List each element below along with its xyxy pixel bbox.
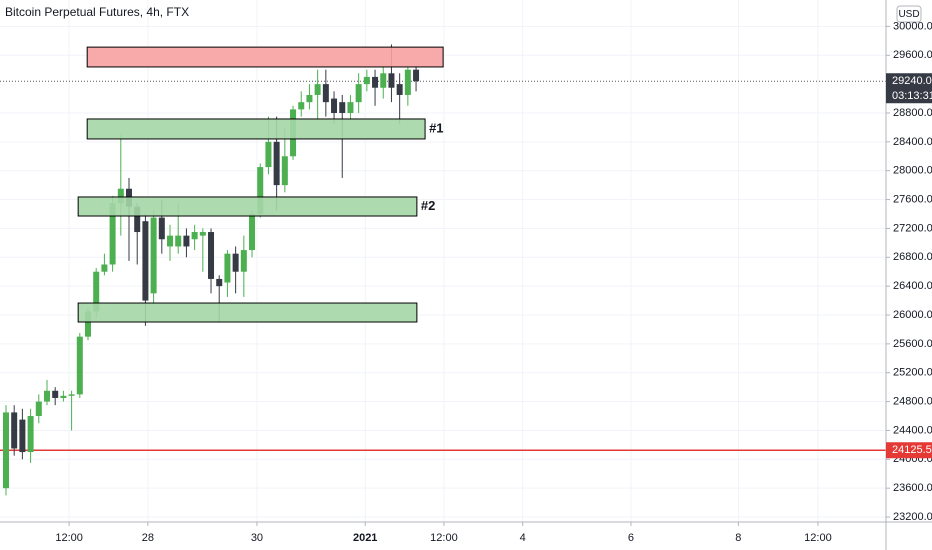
x-tick-label: 28 [142, 532, 154, 544]
x-tick-label: 30 [251, 532, 263, 544]
level-label: 24125.5 [892, 444, 932, 456]
candle-body [216, 278, 223, 287]
chart-title: Bitcoin Perpetual Futures, 4h, FTX [5, 5, 189, 19]
candle-body [117, 188, 124, 204]
candle-body [224, 253, 231, 283]
candle-body [68, 394, 75, 396]
candle-body [380, 73, 387, 88]
candle-body [109, 203, 116, 265]
candle-body [27, 416, 34, 453]
zone [86, 118, 426, 140]
candle-body [249, 213, 256, 251]
candle-body [76, 336, 83, 395]
candle-body [273, 141, 280, 186]
x-tick-label: 2021 [353, 532, 377, 544]
candle-body [355, 84, 362, 103]
y-tick-label: 26000.0 [893, 309, 932, 321]
y-tick-label: 23200.0 [893, 511, 932, 523]
candle-body [347, 102, 354, 113]
candle-body [208, 232, 215, 279]
x-tick-label: 12:00 [55, 532, 83, 544]
candle-body [306, 94, 313, 103]
y-tick-label: 24800.0 [893, 395, 932, 407]
candle-body [388, 73, 395, 88]
zone [86, 46, 444, 68]
candle-body [93, 271, 100, 312]
candle-body [363, 76, 370, 85]
x-tick-label: 4 [520, 532, 526, 544]
y-tick-label: 28400.0 [893, 136, 932, 148]
x-tick-label: 12:00 [804, 532, 832, 544]
candle-body [101, 264, 108, 272]
last-price-label: 29240.0 [892, 75, 932, 87]
candle-body [150, 217, 157, 294]
candle-body [19, 419, 26, 453]
zone-label: #1 [429, 120, 443, 135]
candle-body [191, 232, 198, 240]
candle-body [52, 390, 59, 398]
candle-body [413, 69, 420, 82]
y-tick-label: 26800.0 [893, 251, 932, 263]
candle-body [85, 311, 92, 337]
y-tick-label: 29600.0 [893, 49, 932, 61]
x-tick-label: 8 [735, 532, 741, 544]
level-tag [886, 442, 932, 459]
candle-body [331, 98, 338, 113]
candle-body [183, 235, 190, 247]
candle-body [2, 412, 9, 489]
y-tick-label: 28800.0 [893, 107, 932, 119]
candle-body [167, 235, 174, 247]
y-tick-label: 27600.0 [893, 193, 932, 205]
last-price-tag [886, 73, 932, 104]
plot-area: #1 #2 [0, 0, 886, 522]
candle-body [265, 141, 272, 168]
currency[interactable]: USD [898, 9, 919, 20]
candle-body [339, 102, 346, 113]
x-tick-label: 12:00 [430, 532, 458, 544]
y-tick-label: 27200.0 [893, 222, 932, 234]
y-tick-label: 30000.0 [893, 20, 932, 32]
candle-body [298, 102, 305, 110]
candle-body [232, 253, 239, 272]
candle-body [142, 221, 149, 301]
y-tick-label: 28000.0 [893, 165, 932, 177]
candle-body [257, 167, 264, 214]
zone-label: #2 [421, 198, 435, 213]
x-tick-label: 6 [628, 532, 634, 544]
candle-body [134, 206, 141, 233]
candle-body [11, 412, 18, 449]
candle-body [60, 395, 67, 398]
countdown: 03:13:31 [892, 90, 932, 102]
candle-body [199, 232, 206, 236]
y-tick-label: 23600.0 [893, 482, 932, 494]
zone [77, 302, 418, 323]
candle-body [322, 84, 329, 103]
candle-body [372, 76, 379, 88]
candle-body [35, 401, 42, 417]
y-tick-label: 24400.0 [893, 424, 932, 436]
y-tick-label: 25600.0 [893, 338, 932, 350]
candle-body [158, 217, 165, 240]
candle-body [404, 69, 411, 95]
candle-body [43, 390, 50, 402]
candle-body [175, 235, 182, 247]
y-tick-label: 25200.0 [893, 367, 932, 379]
zone [77, 196, 418, 217]
candle-body [396, 84, 403, 95]
currency-box[interactable] [896, 5, 922, 23]
y-tick-label: 26400.0 [893, 280, 932, 292]
candle-body [240, 250, 247, 272]
candle-body [281, 156, 288, 186]
candle-body [314, 84, 321, 95]
